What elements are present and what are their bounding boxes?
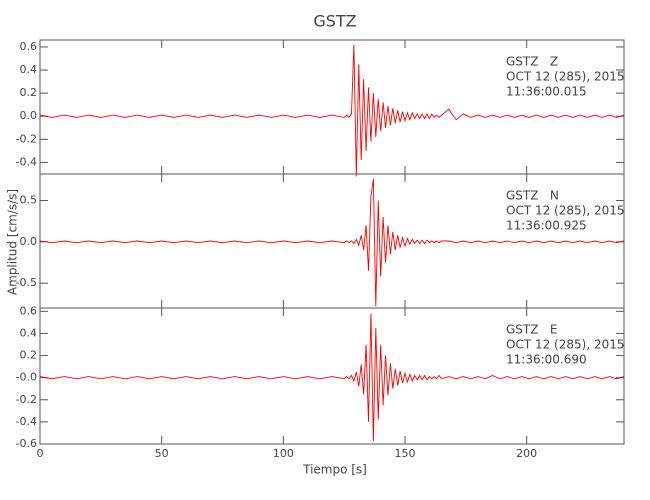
y-tick-label: 0.2 xyxy=(20,86,38,99)
y-axis-label: Amplitud [cm/s/s] xyxy=(6,189,20,295)
chart-title: GSTZ xyxy=(313,12,356,31)
y-tick-label: -0.2 xyxy=(16,132,37,145)
y-tick-label: 0.6 xyxy=(20,40,38,53)
y-tick-label: -0.0 xyxy=(16,371,37,384)
waveform xyxy=(39,44,625,177)
y-tick-label: 0.2 xyxy=(20,349,38,362)
x-tick-label: 150 xyxy=(395,447,416,460)
panel-frame xyxy=(39,307,625,445)
y-tick-label: -0.2 xyxy=(16,393,37,406)
x-axis-label: Tiempo [s] xyxy=(302,463,367,477)
annotation: OCT 12 (285), 2015 xyxy=(506,338,625,352)
y-tick-label: -0.4 xyxy=(16,415,37,428)
y-tick-label: 0.0 xyxy=(20,109,38,122)
waveform xyxy=(39,313,625,441)
y-tick-label: -0.4 xyxy=(16,155,37,168)
annotation: OCT 12 (285), 2015 xyxy=(506,204,625,218)
y-tick-label: 0.0 xyxy=(20,235,38,248)
annotation: 11:36:00.015 xyxy=(506,85,587,99)
annotation: 11:36:00.925 xyxy=(506,219,587,233)
y-tick-label: 0.6 xyxy=(20,304,38,317)
y-tick-label: 0.4 xyxy=(20,63,38,76)
x-tick-label: 0 xyxy=(37,447,44,460)
y-tick-label: 0.4 xyxy=(20,326,38,339)
y-tick-label: -0.6 xyxy=(16,437,37,450)
x-tick-label: 50 xyxy=(155,447,169,460)
y-tick-label: -0.5 xyxy=(16,276,37,289)
annotation: 11:36:00.690 xyxy=(506,353,587,367)
x-tick-label: 100 xyxy=(273,447,294,460)
x-tick-label: 200 xyxy=(516,447,537,460)
annotation: GSTZ E xyxy=(506,323,558,337)
y-tick-label: 0.5 xyxy=(20,193,38,206)
annotation: GSTZ N xyxy=(506,189,559,203)
waveform xyxy=(39,178,625,307)
annotation: GSTZ Z xyxy=(506,55,558,69)
annotation: OCT 12 (285), 2015 xyxy=(506,70,625,84)
